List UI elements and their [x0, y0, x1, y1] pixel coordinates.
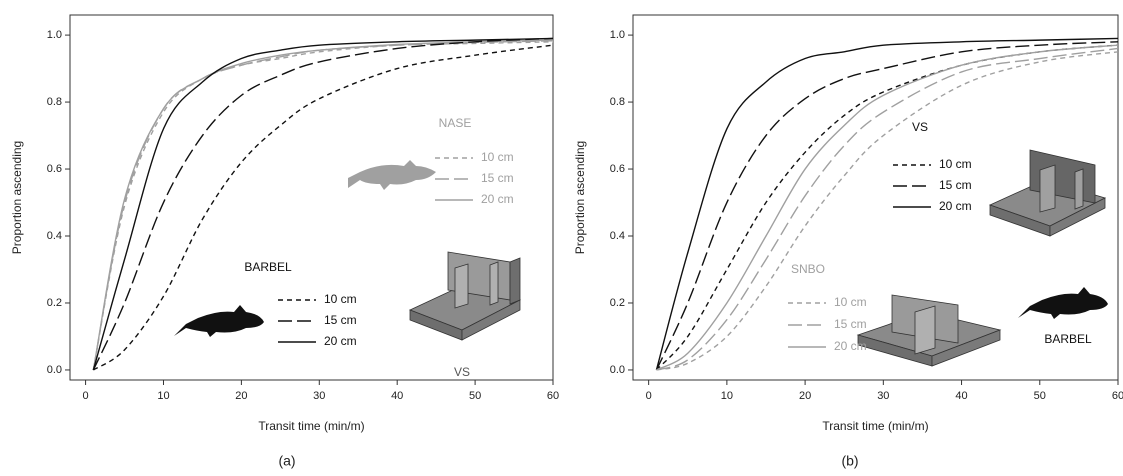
y-tick-label: 0.6 — [47, 163, 62, 175]
y-tick-label: 0.0 — [610, 364, 625, 376]
plot-frame — [632, 14, 1119, 381]
legend-label: 10 cm — [324, 292, 357, 306]
series-line — [655, 44, 1119, 371]
series-line — [656, 51, 1119, 371]
x-tick-label: 0 — [646, 390, 652, 402]
x-tick-label: 60 — [1112, 390, 1123, 402]
legend-label: 20 cm — [324, 334, 357, 348]
legend-label: 10 cm — [939, 157, 972, 171]
fishway-icon — [408, 149, 1107, 367]
series-line — [655, 37, 1119, 371]
caption: (a) — [278, 453, 295, 469]
y-tick-label: 0.0 — [47, 364, 62, 376]
x-tick-label: 30 — [877, 390, 889, 402]
x-tick-label: 50 — [469, 390, 481, 402]
x-tick-label: 60 — [547, 390, 559, 402]
annotation: VS — [912, 120, 928, 134]
legend-label: 10 cm — [481, 150, 514, 164]
annotation: NASE — [439, 116, 472, 130]
x-tick-label: 40 — [391, 390, 403, 402]
x-tick-label: 30 — [313, 390, 325, 402]
legend-label: 15 cm — [481, 171, 514, 185]
legend-label: 20 cm — [939, 199, 972, 213]
x-tick-label: 50 — [1034, 390, 1046, 402]
x-tick-label: 0 — [83, 390, 89, 402]
y-tick-label: 0.4 — [47, 230, 62, 242]
caption: (b) — [841, 453, 858, 469]
y-tick-label: 0.8 — [47, 96, 62, 108]
plot-frame — [69, 14, 554, 381]
y-tick-label: 0.8 — [610, 96, 625, 108]
y-tick-label: 1.0 — [47, 29, 62, 41]
y-axis-title: Proportion ascending — [10, 141, 24, 254]
series-line — [92, 44, 554, 371]
x-axis-title: Transit time (min/m) — [822, 419, 928, 433]
fish-icon — [348, 160, 436, 190]
annotation: BARBEL — [1044, 332, 1092, 346]
legend-label: 15 cm — [834, 317, 867, 331]
y-tick-label: 0.2 — [47, 297, 62, 309]
x-tick-label: 40 — [955, 390, 967, 402]
series-line — [92, 37, 554, 371]
y-tick-label: 0.6 — [610, 163, 625, 175]
series-line — [92, 37, 554, 371]
x-tick-label: 20 — [235, 390, 247, 402]
legend-label: 10 cm — [834, 295, 867, 309]
fish-icon — [174, 287, 1108, 337]
legend-label: 15 cm — [939, 178, 972, 192]
series-line — [655, 41, 1119, 371]
legend-label: 15 cm — [324, 313, 357, 327]
annotation: BARBEL — [244, 260, 292, 274]
series-line — [92, 39, 554, 371]
y-tick-label: 0.4 — [610, 230, 625, 242]
x-tick-label: 10 — [721, 390, 733, 402]
legend-label: 20 cm — [481, 192, 514, 206]
series-line — [656, 47, 1119, 371]
x-tick-label: 20 — [799, 390, 811, 402]
x-tick-label: 10 — [157, 390, 169, 402]
x-axis-title: Transit time (min/m) — [258, 419, 364, 433]
y-tick-label: 0.2 — [610, 297, 625, 309]
y-tick-label: 1.0 — [610, 29, 625, 41]
legend-label: 20 cm — [834, 339, 867, 353]
y-axis-title: Proportion ascending — [573, 141, 587, 254]
annotation: SNBO — [791, 262, 825, 276]
annotation: VS — [454, 365, 470, 379]
series-line — [656, 44, 1119, 371]
